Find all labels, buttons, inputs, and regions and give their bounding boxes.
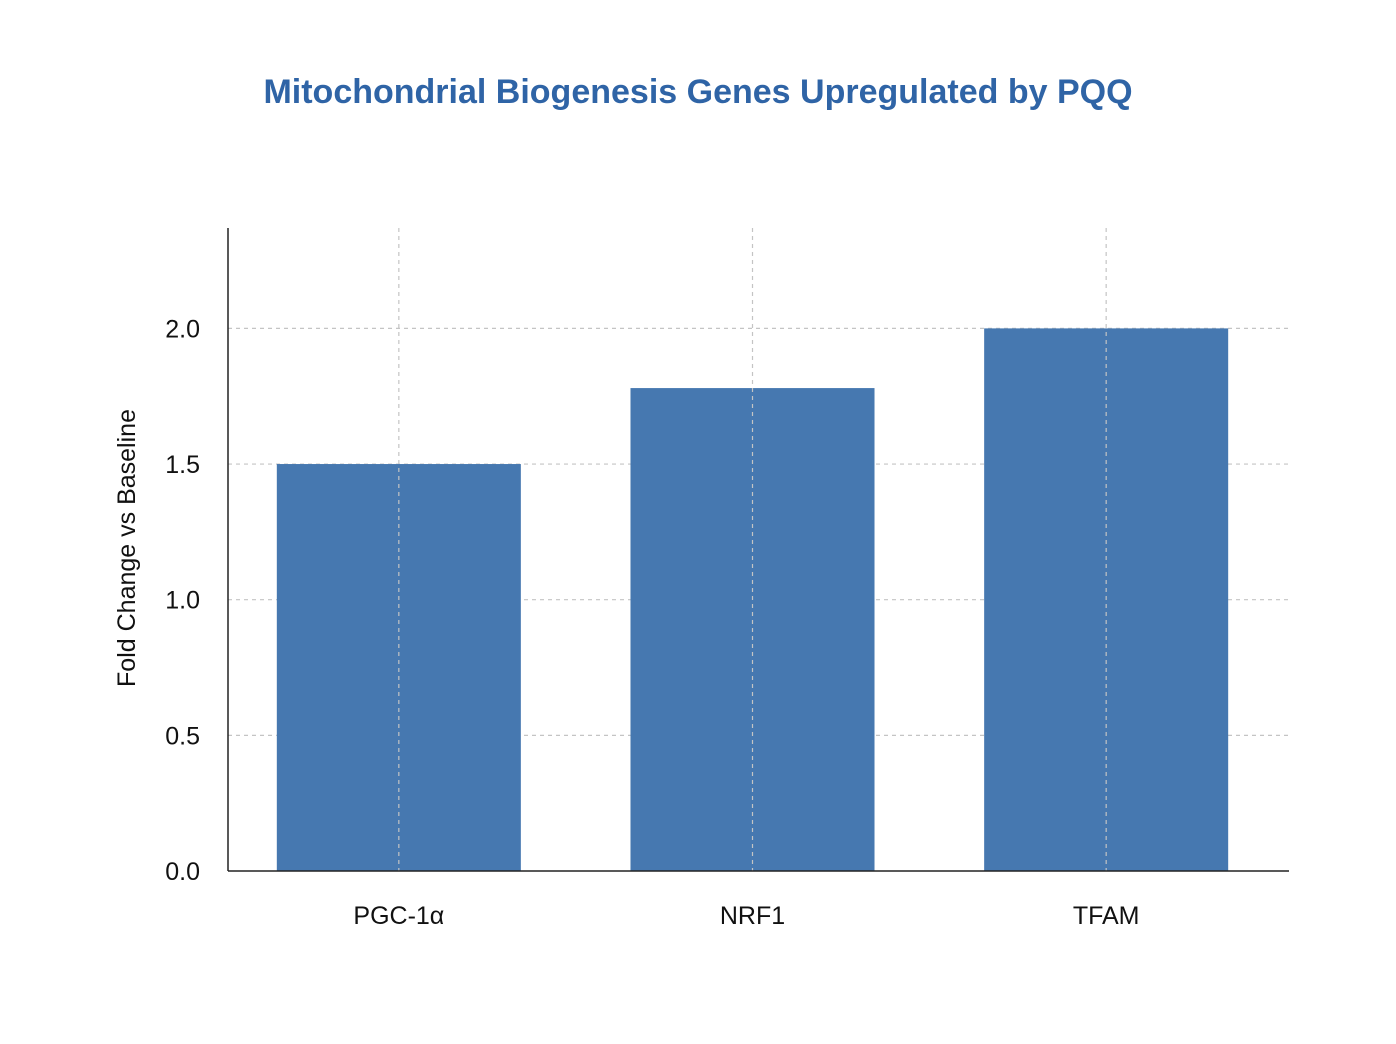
y-tick-label: 1.5	[165, 451, 200, 479]
y-tick-labels: 0.0 0.5 1.0 1.5 2.0	[165, 315, 200, 886]
x-tick-labels: PGC-1α NRF1 TFAM	[353, 902, 1139, 930]
x-tick-label: TFAM	[1073, 902, 1140, 930]
y-axis-title: Fold Change vs Baseline	[113, 409, 141, 687]
y-tick-label: 0.5	[165, 722, 200, 750]
x-tick-label: PGC-1α	[353, 902, 444, 930]
y-tick-label: 1.0	[165, 587, 200, 615]
x-tick-label: NRF1	[720, 902, 785, 930]
y-tick-label: 0.0	[165, 858, 200, 886]
bar-pgc-1-	[276, 464, 521, 871]
chart-title: Mitochondrial Biogenesis Genes Upregulat…	[263, 73, 1132, 111]
vertical-grid-lines	[398, 228, 1107, 871]
y-tick-label: 2.0	[165, 315, 200, 343]
